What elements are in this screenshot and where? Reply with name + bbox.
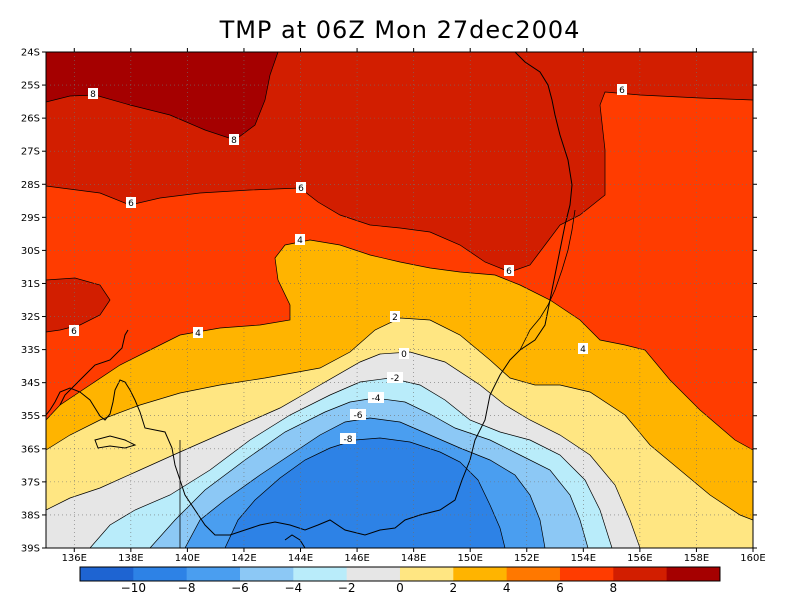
colorbar-label: −10 — [121, 581, 146, 595]
colorbar-swatch — [399, 567, 454, 581]
contour-label: 6 — [298, 184, 304, 194]
lat-tick-label: 33S — [21, 345, 40, 356]
lat-tick-label: 37S — [21, 477, 40, 488]
lat-tick-label: 26S — [21, 114, 40, 125]
colorbar-swatch — [613, 567, 668, 581]
axis-ticks: 24S 25S 26S 27S 28S 29S 30S 31S 32S 33S 34S 35S 36S 3… — [21, 48, 766, 565]
contour-label-box — [387, 372, 403, 383]
lat-tick-label: 34S — [21, 378, 40, 389]
lat-tick-label: 39S — [21, 544, 40, 555]
lon-tick-label: 160E — [740, 553, 765, 564]
contour-label: 6 — [619, 86, 625, 96]
colorbar: −10 −8 −6 −4 −2 0 2 4 6 8 — [79, 566, 721, 595]
colorbar-swatch — [186, 567, 241, 581]
contour-label-box — [399, 348, 409, 359]
lon-tick-label: 148E — [401, 553, 426, 564]
lat-tick-label: 28S — [21, 180, 40, 191]
lon-tick-label: 136E — [62, 553, 87, 564]
lon-tick-label: 152E — [514, 553, 539, 564]
contour-label: 6 — [128, 199, 134, 209]
lat-tick-label: 32S — [21, 312, 40, 323]
colorbar-label: −4 — [284, 581, 302, 595]
colorbar-swatch — [293, 567, 348, 581]
colorbar-swatch — [506, 567, 561, 581]
contour-label-box — [350, 409, 366, 420]
lon-tick-label: 146E — [344, 553, 369, 564]
contour-label: -8 — [344, 435, 353, 445]
contour-label: 4 — [297, 236, 303, 246]
contour-label-box — [368, 392, 384, 403]
colorbar-label: 8 — [609, 581, 617, 595]
coastline — [46, 52, 573, 548]
contour-label-box — [296, 182, 306, 193]
colorbar-label: −8 — [178, 581, 196, 595]
colorbar-label: 0 — [396, 581, 404, 595]
colorbar-label: 2 — [449, 581, 457, 595]
colorbar-swatch — [239, 567, 294, 581]
lon-tick-label: 140E — [175, 553, 200, 564]
contour-label: 6 — [506, 267, 512, 277]
map-frame — [45, 51, 754, 549]
colorbar-swatch — [133, 567, 188, 581]
contour-label-box — [390, 311, 400, 322]
lon-tick-label: 154E — [571, 553, 596, 564]
colorbar-swatch — [346, 567, 401, 581]
contour-label: 8 — [90, 90, 96, 100]
contour-label: 2 — [392, 313, 398, 323]
lat-tick-label: 36S — [21, 444, 40, 455]
lon-tick-label: 138E — [118, 553, 143, 564]
contour-label-box — [504, 265, 514, 276]
colorbar-label: −2 — [338, 581, 356, 595]
band-above-8 — [46, 52, 278, 140]
contour-label: 8 — [231, 136, 237, 146]
temperature-field — [46, 52, 753, 548]
lon-tick-label: 156E — [627, 553, 652, 564]
contour-label: -4 — [372, 394, 381, 404]
contour-label-box — [295, 234, 305, 245]
contour-label-box — [340, 433, 356, 444]
contour-label: 4 — [580, 345, 586, 355]
colorbar-label: −6 — [231, 581, 249, 595]
contour-label-box — [617, 84, 627, 95]
lon-tick-label: 158E — [684, 553, 709, 564]
lat-tick-label: 38S — [21, 510, 40, 521]
contour-labels: 8 8 6 6 6 6 6 4 4 4 2 0 -2 -4 -6 -8 — [69, 84, 627, 445]
state-borders — [179, 209, 576, 548]
contour-label-box — [69, 325, 79, 336]
colorbar-swatch — [666, 567, 721, 581]
contour-label: -2 — [391, 374, 400, 384]
colorbar-swatch — [80, 567, 134, 581]
lat-tick-label: 27S — [21, 147, 40, 158]
contour-label-box — [578, 343, 588, 354]
lat-tick-label: 31S — [21, 279, 40, 290]
lat-tick-label: 25S — [21, 81, 40, 92]
contour-label: 6 — [71, 327, 77, 337]
band-6-8-west — [46, 278, 110, 332]
colorbar-label: 6 — [556, 581, 564, 595]
lon-tick-label: 150E — [457, 553, 482, 564]
band-minus10-minus8 — [225, 438, 505, 548]
contour-label-box — [126, 197, 136, 208]
colorbar-swatch — [453, 567, 508, 581]
colorbar-frame — [79, 566, 721, 582]
contour-label: 0 — [401, 350, 407, 360]
lon-tick-label: 142E — [231, 553, 256, 564]
grid-lines — [46, 52, 753, 548]
contour-label: -6 — [354, 411, 363, 421]
lon-tick-label: 144E — [288, 553, 313, 564]
contour-label: 4 — [195, 329, 201, 339]
lat-tick-label: 35S — [21, 411, 40, 422]
lat-tick-label: 24S — [21, 48, 40, 59]
map-title: TMP at 06Z Mon 27dec2004 — [219, 16, 581, 44]
lat-tick-label: 29S — [21, 213, 40, 224]
contour-label-box — [88, 88, 98, 99]
contour-label-box — [229, 134, 239, 145]
colorbar-swatch — [559, 567, 614, 581]
contour-label-box — [193, 327, 203, 338]
lat-tick-label: 30S — [21, 246, 40, 257]
colorbar-label: 4 — [503, 581, 511, 595]
